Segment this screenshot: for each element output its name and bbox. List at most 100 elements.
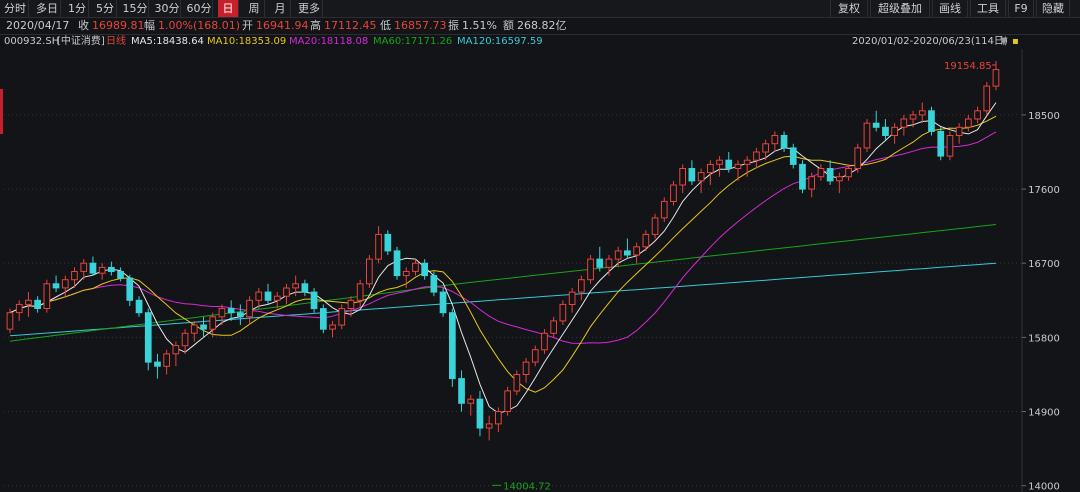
candle-body-32 (301, 283, 309, 293)
candle-body-63 (587, 258, 594, 281)
lock-icon[interactable]: ▪ (1012, 36, 1019, 47)
toolbar-right-0[interactable]: 复权 (830, 0, 868, 17)
candle-body-52 (485, 423, 493, 429)
candle-body-101 (937, 130, 945, 157)
toolbar-tab-7[interactable]: 日 (218, 0, 239, 17)
info-change: 1.00%(168.01) (158, 19, 241, 32)
candle-body-23 (218, 308, 226, 318)
candle-body-9 (89, 262, 97, 274)
candle-body-74 (688, 168, 696, 182)
candle-body-5 (52, 283, 60, 289)
candle-body-41 (384, 233, 392, 252)
candle-body-83 (771, 135, 779, 145)
candle-body-28 (264, 291, 272, 301)
candle-body-82 (762, 143, 769, 153)
toolbar-tab-9[interactable]: 月 (270, 0, 291, 17)
candle-body-54 (504, 390, 511, 412)
candle-body-93 (863, 122, 871, 149)
candle-body-46 (430, 275, 438, 293)
candle-body-91 (845, 168, 852, 178)
candle-body-39 (366, 258, 373, 285)
candle-body-96 (891, 126, 898, 137)
candle-body-36 (338, 308, 346, 326)
candle-body-85 (789, 147, 797, 165)
toolbar-tab-3[interactable]: 5分 (94, 0, 117, 17)
min-label: 14004.72 (503, 481, 551, 492)
candle-body-7 (71, 271, 78, 281)
info-amount-label: 额 (503, 19, 514, 32)
candle-body-56 (522, 361, 530, 376)
ma10-line (9, 115, 997, 393)
candle-body-15 (144, 312, 152, 363)
candle-body-79 (734, 163, 742, 170)
candle-body-25 (237, 312, 244, 318)
info-open: 16941.94 (256, 19, 309, 32)
toolbar-right-5[interactable]: 隐藏 (1036, 0, 1070, 17)
candle-body-94 (872, 122, 880, 128)
info-change-label: 幅 (144, 19, 155, 32)
candle-body-19 (181, 332, 189, 347)
candle-body-84 (780, 135, 788, 149)
toolbar-tab-0[interactable]: 分时 (2, 0, 29, 17)
toolbar-right-4[interactable]: F9 (1008, 0, 1034, 17)
candle-body-35 (329, 324, 336, 330)
candle-body-99 (918, 110, 926, 116)
info-close-label: 收 (78, 19, 89, 32)
candle-body-73 (679, 168, 686, 186)
legend-ma5: MA5:18438.64 (131, 36, 204, 47)
candle-body-38 (356, 283, 364, 301)
candle-body-22 (209, 316, 217, 330)
candle-body-44 (412, 262, 419, 272)
candle-body-68 (633, 246, 640, 256)
toolbar-right-2[interactable]: 画线 (932, 0, 968, 17)
toolbar-tab-10[interactable]: 更多 (296, 0, 323, 17)
candle-body-62 (578, 279, 585, 293)
candle-body-78 (725, 159, 733, 169)
legend-period: 日线 (106, 36, 126, 47)
candle-body-26 (246, 299, 253, 318)
candle-body-76 (707, 163, 714, 174)
candle-body-59 (550, 320, 557, 334)
candle-body-67 (624, 250, 631, 256)
info-amp: 1.51% (462, 19, 497, 32)
candle-body-11 (108, 266, 115, 272)
candle-body-2 (25, 299, 32, 305)
toolbar-tab-8[interactable]: 周 (244, 0, 265, 17)
toolbar-tab-4[interactable]: 15分 (122, 0, 149, 17)
candle-body-4 (43, 283, 51, 310)
candle-body-89 (826, 168, 834, 182)
toolbar-tab-6[interactable]: 60分 (186, 0, 213, 17)
info-high-label: 高 (310, 19, 321, 32)
candle-body-92 (854, 147, 862, 170)
candle-body-81 (753, 151, 760, 161)
legend-code: 000932.SH (4, 36, 60, 47)
candle-body-29 (273, 295, 281, 301)
info-amount: 268.82亿 (517, 19, 567, 32)
candle-body-33 (310, 291, 318, 310)
toolbar-tab-1[interactable]: 多日 (34, 0, 61, 17)
y-tick-label-4: 17600 (1028, 185, 1060, 196)
candle-body-58 (541, 332, 548, 351)
toolbar-tab-2[interactable]: 1分 (66, 0, 89, 17)
candle-body-14 (135, 299, 143, 314)
candle-body-60 (559, 303, 567, 322)
candle-body-103 (955, 126, 963, 137)
candle-body-55 (513, 374, 521, 392)
range-arrow-icon[interactable]: ▼ (1000, 36, 1008, 47)
candle-body-61 (568, 291, 576, 306)
toolbar-tab-5[interactable]: 30分 (154, 0, 181, 17)
candle-body-88 (817, 168, 825, 178)
candle-body-47 (439, 291, 447, 314)
candle-body-98 (909, 114, 917, 120)
candle-body-12 (117, 271, 124, 279)
candle-body-57 (531, 349, 539, 363)
candle-body-0 (6, 312, 14, 330)
candlestick-chart: 14000 14900 15800 16700 17600 18500 19154.85 14… (0, 49, 1060, 492)
candle-body-106 (983, 85, 991, 112)
toolbar-right-3[interactable]: 工具 (970, 0, 1006, 17)
candle-body-49 (458, 378, 465, 404)
candle-body-97 (900, 118, 908, 128)
info-date: 2020/04/17 (6, 19, 70, 32)
candle-body-77 (716, 159, 723, 165)
toolbar-right-1[interactable]: 超级叠加 (870, 0, 930, 17)
